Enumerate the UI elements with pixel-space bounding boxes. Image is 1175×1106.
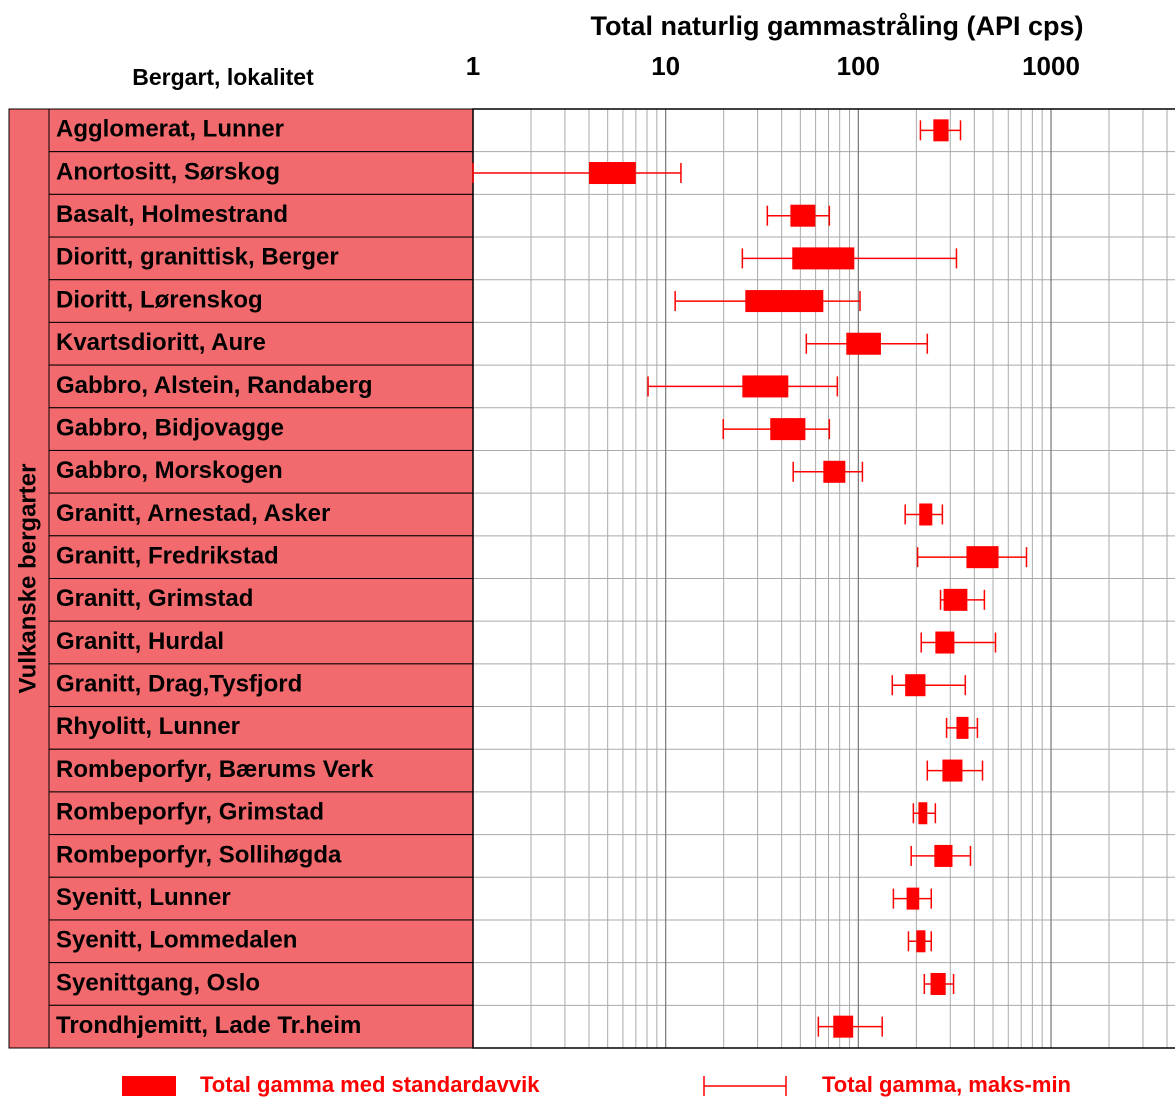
sd-box	[770, 418, 806, 441]
category-label: Granitt, Grimstad	[56, 585, 253, 612]
category-label: Rombeporfyr, Bærums Verk	[56, 756, 374, 783]
sd-box	[930, 972, 946, 995]
sd-box	[745, 290, 824, 313]
category-label: Granitt, Arnestad, Asker	[56, 500, 330, 527]
sd-box	[833, 1015, 854, 1038]
category-cell	[48, 151, 474, 195]
category-label: Rombeporfyr, Sollihøgda	[56, 841, 342, 868]
category-label: Rhyolitt, Lunner	[56, 713, 240, 740]
category-cell	[48, 578, 474, 622]
x-tick-label: 1000	[1022, 51, 1080, 81]
category-cell	[48, 876, 474, 921]
sd-box	[916, 930, 926, 953]
category-header: Bergart, lokalitet	[132, 64, 314, 90]
sd-box	[943, 588, 968, 611]
category-cell	[48, 535, 474, 579]
category-cell	[48, 620, 474, 665]
category-cell	[48, 791, 474, 836]
category-cell	[48, 236, 474, 281]
sd-box	[792, 247, 855, 270]
sd-box	[942, 759, 963, 782]
sd-box	[956, 716, 969, 739]
category-cell	[48, 834, 474, 878]
category-cell	[48, 108, 474, 153]
category-label: Syenittgang, Oslo	[56, 969, 260, 996]
sd-box	[589, 162, 636, 185]
x-tick-label: 100	[837, 51, 880, 81]
category-label: Agglomerat, Lunner	[56, 116, 284, 143]
category-label: Anortositt, Sørskog	[56, 158, 280, 185]
legend-label: Total gamma, maks-min	[822, 1072, 1071, 1097]
plot-frame	[472, 108, 1175, 1049]
x-tick-label: 10	[651, 51, 680, 81]
legend-label: Total gamma med standardavvik	[200, 1072, 540, 1097]
category-label: Dioritt, Lørenskog	[56, 286, 263, 313]
category-label: Granitt, Hurdal	[56, 628, 224, 655]
category-label: Gabbro, Morskogen	[56, 457, 283, 484]
sd-box	[919, 503, 933, 526]
sd-box	[823, 460, 846, 483]
sd-box	[966, 546, 999, 569]
category-label: Basalt, Holmestrand	[56, 201, 288, 228]
category-cell	[48, 279, 474, 323]
category-cell	[48, 748, 474, 793]
category-cell	[48, 1004, 474, 1049]
sd-box	[846, 332, 881, 355]
chart-title: Total naturlig gammastråling (API cps)	[590, 11, 1083, 41]
category-label: Trondhjemitt, Lade Tr.heim	[56, 1012, 361, 1039]
x-tick-label: 1	[466, 51, 480, 81]
category-cell	[48, 193, 474, 238]
sd-box	[918, 802, 928, 825]
category-label: Kvartsdioritt, Aure	[56, 329, 266, 356]
category-cell	[48, 962, 474, 1006]
category-cell	[48, 706, 474, 750]
category-cell	[48, 449, 474, 494]
sd-box	[906, 887, 920, 910]
category-label: Granitt, Drag,Tysfjord	[56, 671, 302, 698]
category-label: Gabbro, Bidjovagge	[56, 414, 284, 441]
sd-box	[934, 844, 953, 867]
sd-box	[905, 674, 926, 697]
category-label: Syenitt, Lommedalen	[56, 927, 297, 954]
group-label: Vulkanske bergarter	[14, 464, 41, 694]
category-label: Gabbro, Alstein, Randaberg	[56, 372, 373, 399]
legend-swatch	[122, 1076, 176, 1096]
category-label: Granitt, Fredrikstad	[56, 543, 279, 570]
sd-box	[742, 375, 789, 398]
category-label: Dioritt, granittisk, Berger	[56, 244, 339, 271]
category-label: Syenitt, Lunner	[56, 884, 231, 911]
category-label: Rombeporfyr, Grimstad	[56, 799, 324, 826]
sd-box	[933, 119, 949, 142]
sd-box	[935, 631, 955, 654]
sd-box	[790, 204, 816, 227]
group-cell	[8, 108, 50, 1049]
category-cell	[48, 919, 474, 964]
category-cell	[48, 364, 474, 409]
